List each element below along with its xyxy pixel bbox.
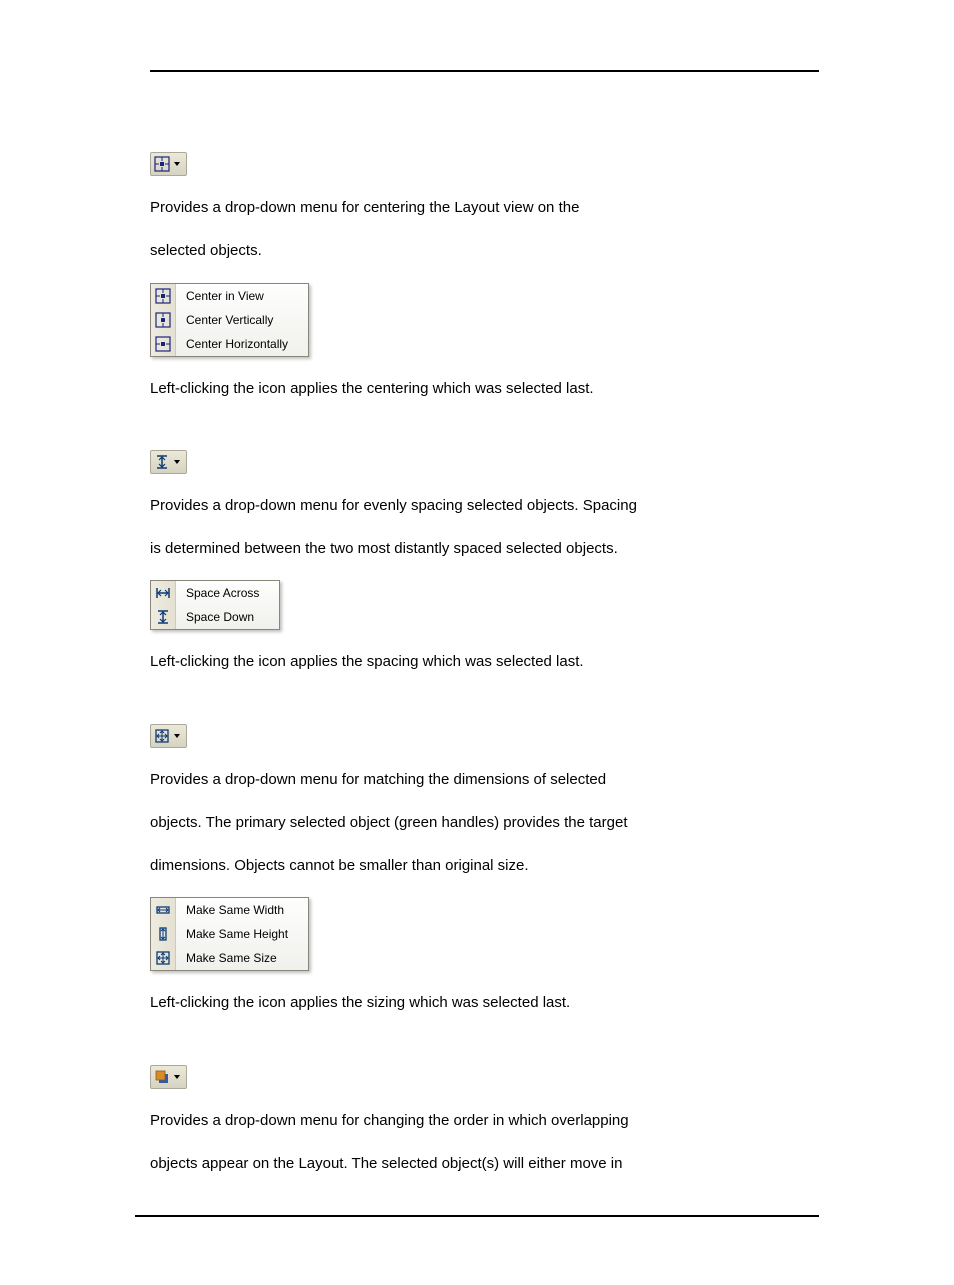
same-size-icon — [151, 946, 176, 970]
space-down-icon — [153, 453, 171, 471]
space-across-icon — [151, 581, 176, 605]
center-dropdown-button[interactable] — [150, 152, 187, 176]
menu-item-label: Center Horizontally — [176, 337, 308, 351]
center-intro-line1: Provides a drop-down menu for centering … — [150, 196, 819, 219]
menu-item-center-vertically[interactable]: Center Vertically — [151, 308, 308, 332]
document-page: Provides a drop-down menu for centering … — [0, 0, 954, 1285]
menu-item-label: Center in View — [176, 289, 284, 303]
same-size-icon — [153, 727, 171, 745]
menu-item-label: Space Down — [176, 610, 274, 624]
center-outro: Left-clicking the icon applies the cente… — [150, 377, 819, 400]
menu-item-label: Make Same Size — [176, 951, 297, 965]
menu-item-space-down[interactable]: Space Down — [151, 605, 279, 629]
dropdown-arrow-icon — [171, 458, 183, 466]
size-dropdown-button[interactable] — [150, 724, 187, 748]
center-vertically-icon — [151, 308, 176, 332]
section-spacing: Provides a drop-down menu for evenly spa… — [150, 450, 819, 674]
menu-item-label: Space Across — [176, 586, 279, 600]
size-outro: Left-clicking the icon applies the sizin… — [150, 991, 819, 1014]
order-dropdown-button[interactable] — [150, 1065, 187, 1089]
center-in-view-icon — [153, 155, 171, 173]
spacing-outro: Left-clicking the icon applies the spaci… — [150, 650, 819, 673]
spacing-intro-line1: Provides a drop-down menu for evenly spa… — [150, 494, 819, 517]
center-in-view-icon — [151, 284, 176, 308]
center-dropdown-menu: Center in View Center Vertically — [150, 283, 309, 357]
order-intro-line2: objects appear on the Layout. The select… — [150, 1152, 819, 1175]
dropdown-arrow-icon — [171, 1073, 183, 1081]
page-top-rule — [150, 70, 819, 72]
center-horizontally-icon — [151, 332, 176, 356]
same-height-icon — [151, 922, 176, 946]
spacing-dropdown-menu: Space Across Space Down — [150, 580, 280, 630]
dropdown-arrow-icon — [171, 160, 183, 168]
size-dropdown-menu: Make Same Width Make Same Height — [150, 897, 309, 971]
page-bottom-rule — [135, 1215, 819, 1217]
menu-item-space-across[interactable]: Space Across — [151, 581, 279, 605]
menu-item-same-size[interactable]: Make Same Size — [151, 946, 308, 970]
dropdown-arrow-icon — [171, 732, 183, 740]
order-intro-line1: Provides a drop-down menu for changing t… — [150, 1109, 819, 1132]
menu-item-label: Make Same Width — [176, 903, 304, 917]
section-size: Provides a drop-down menu for matching t… — [150, 724, 819, 1015]
space-down-icon — [151, 605, 176, 629]
spacing-dropdown-button[interactable] — [150, 450, 187, 474]
same-width-icon — [151, 898, 176, 922]
size-intro-line3: dimensions. Objects cannot be smaller th… — [150, 854, 819, 877]
section-order: Provides a drop-down menu for changing t… — [150, 1065, 819, 1176]
size-intro-line2: objects. The primary selected object (gr… — [150, 811, 819, 834]
spacing-intro-line2: is determined between the two most dista… — [150, 537, 819, 560]
size-intro-line1: Provides a drop-down menu for matching t… — [150, 768, 819, 791]
menu-item-same-height[interactable]: Make Same Height — [151, 922, 308, 946]
bring-to-front-icon — [153, 1068, 171, 1086]
menu-item-label: Make Same Height — [176, 927, 308, 941]
section-center: Provides a drop-down menu for centering … — [150, 152, 819, 400]
center-intro-line2: selected objects. — [150, 239, 819, 262]
menu-item-center-horizontally[interactable]: Center Horizontally — [151, 332, 308, 356]
menu-item-center-in-view[interactable]: Center in View — [151, 284, 308, 308]
menu-item-same-width[interactable]: Make Same Width — [151, 898, 308, 922]
menu-item-label: Center Vertically — [176, 313, 293, 327]
